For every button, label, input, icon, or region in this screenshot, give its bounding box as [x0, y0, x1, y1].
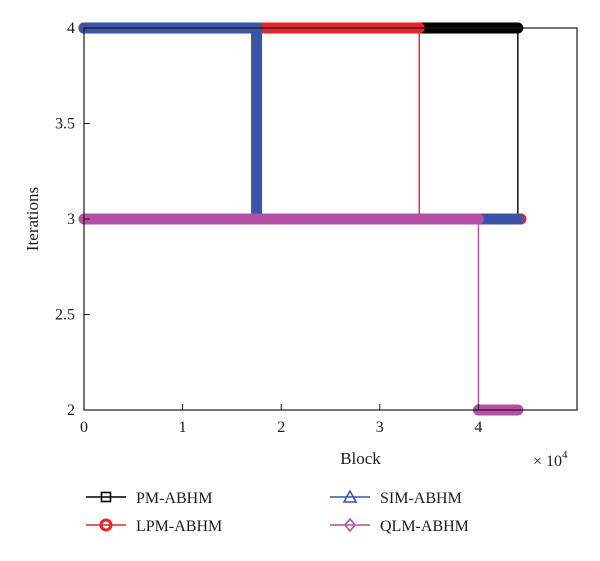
x-multiplier-exponent: 4 — [562, 449, 568, 461]
legend-label: SIM-ABHM — [380, 490, 462, 507]
legend-diamond-marker — [343, 517, 357, 533]
x-tick-label: 4 — [474, 419, 482, 436]
legend-entry-qlm-abhm: QLM-ABHM — [330, 517, 469, 535]
y-tick-label: 3.5 — [55, 116, 75, 133]
series-lpm-abhm — [78, 22, 527, 225]
x-tick-label: 2 — [277, 419, 285, 436]
series-sim-abhm — [78, 22, 524, 225]
legend-triangle-marker — [342, 489, 358, 503]
y-tick-label: 3 — [67, 211, 75, 228]
x-axis-multiplier: × 104 — [533, 449, 568, 470]
legend-entry-sim-abhm: SIM-ABHM — [330, 489, 462, 507]
legend-entry-pm-abhm: PM-ABHM — [86, 490, 212, 507]
y-tick-label: 2.5 — [55, 307, 75, 324]
series-qlm-abhm — [78, 213, 524, 416]
legend-label: LPM-ABHM — [136, 518, 222, 535]
legend-circle-marker — [99, 518, 113, 532]
legend: PM-ABHM LPM-ABHM SIM-ABHM QLM-ABHM — [86, 489, 469, 535]
axis-ticks: 0 1 2 3 4 2 2.5 3 3.5 4 — [55, 20, 482, 436]
x-multiplier-base: × 10 — [533, 453, 562, 470]
legend-entry-lpm-abhm: LPM-ABHM — [86, 518, 222, 535]
legend-label: QLM-ABHM — [380, 518, 469, 535]
x-tick-label: 1 — [179, 419, 187, 436]
legend-square-marker — [100, 491, 112, 503]
y-tick-label: 2 — [67, 402, 75, 419]
series-pm-abhm — [78, 22, 527, 225]
y-axis-title: Iterations — [23, 187, 42, 251]
plot-marks — [78, 22, 527, 416]
x-axis-title: Block — [340, 449, 381, 468]
legend-label: PM-ABHM — [136, 490, 212, 507]
x-tick-label: 3 — [376, 419, 384, 436]
y-tick-label: 4 — [67, 20, 75, 37]
x-tick-label: 0 — [80, 419, 88, 436]
